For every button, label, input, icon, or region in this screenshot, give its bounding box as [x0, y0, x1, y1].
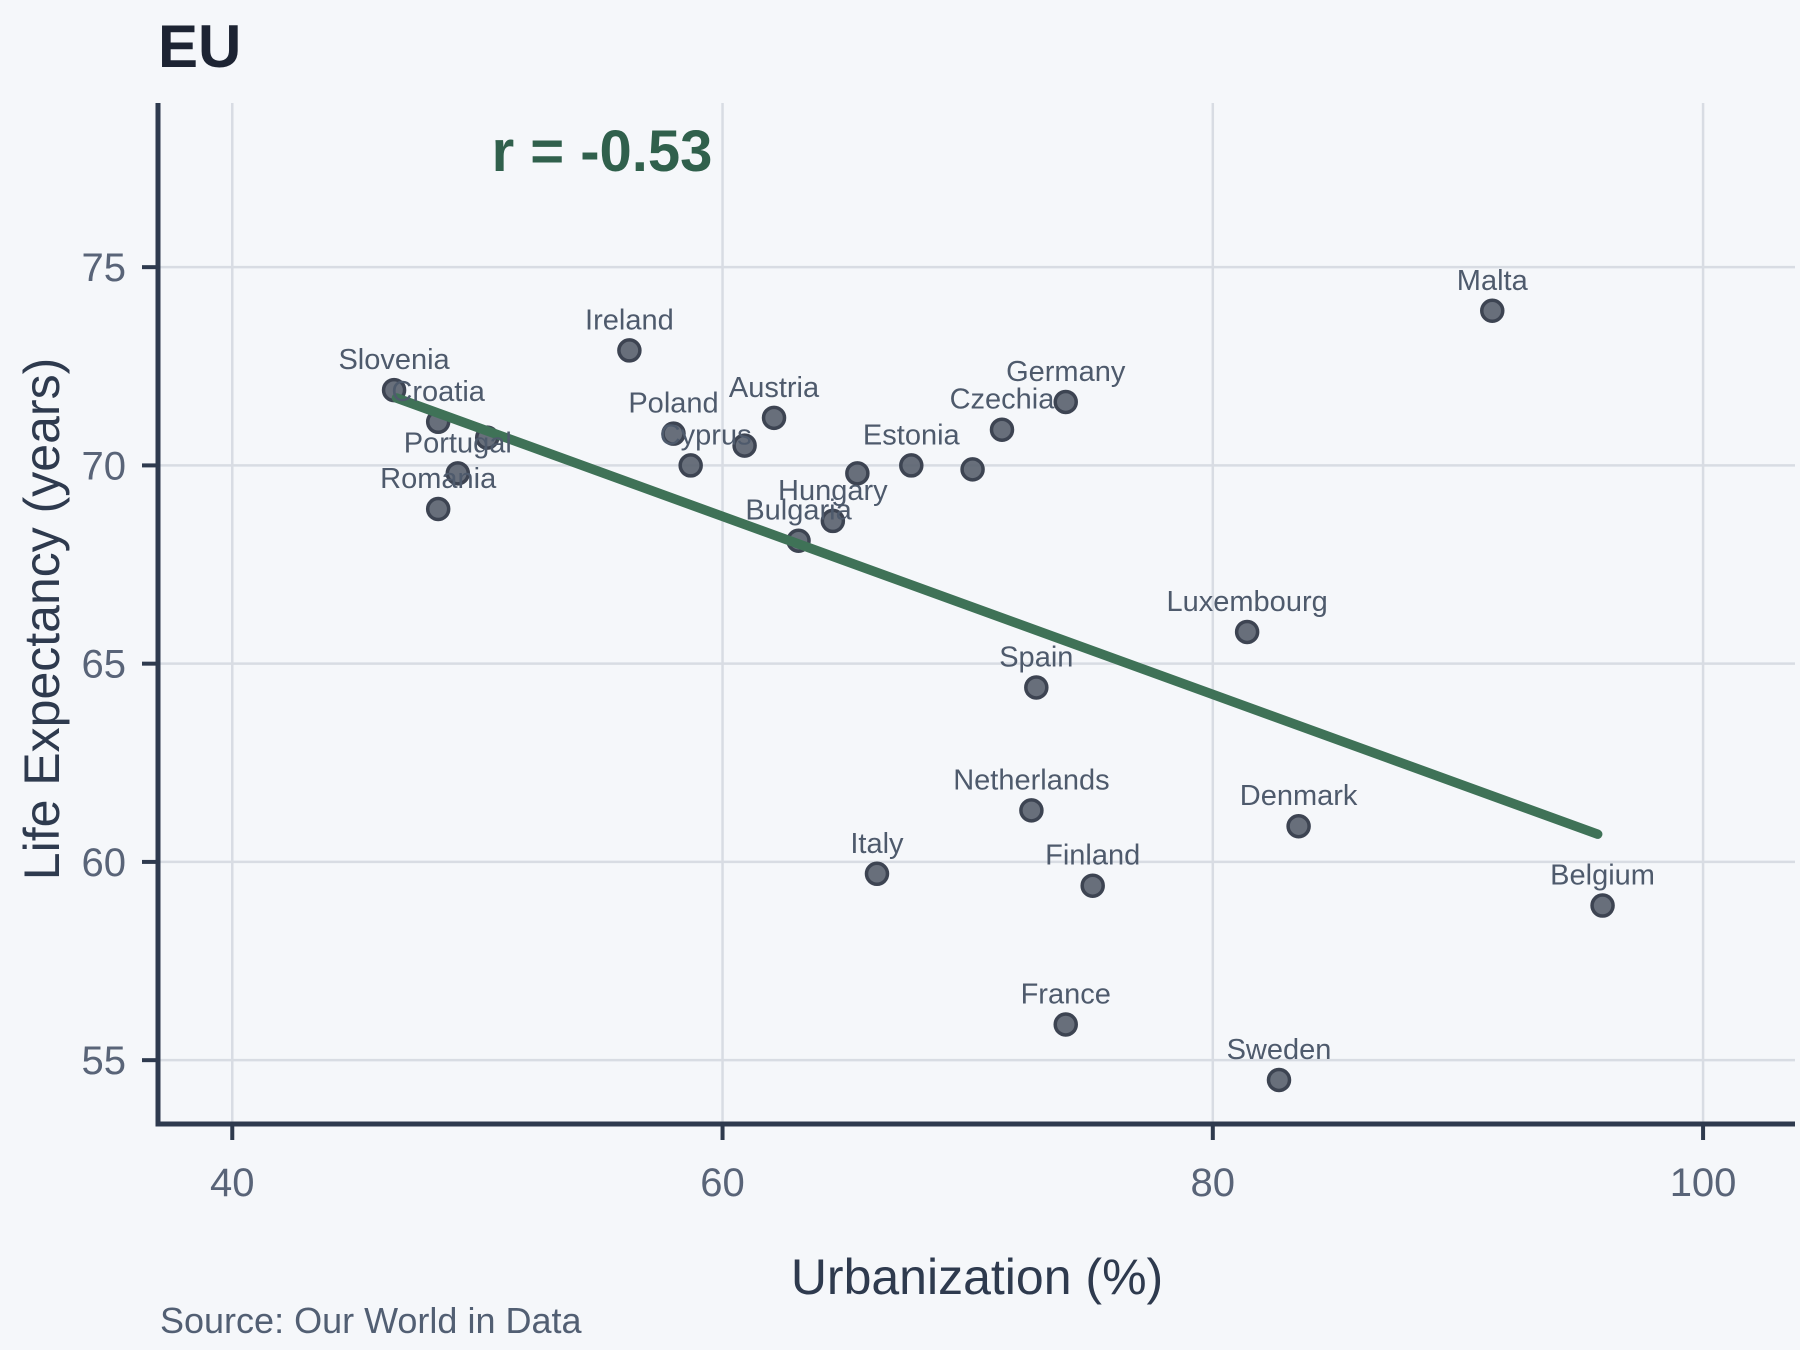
- country-label: Estonia: [863, 419, 961, 451]
- data-point-portugal: [445, 461, 471, 486]
- country-label: Bulgaria: [745, 495, 852, 527]
- data-point-cyprus: [678, 453, 703, 478]
- y-tick-label: 75: [82, 246, 127, 290]
- data-point-spain: [1024, 675, 1049, 700]
- country-label: Slovenia: [338, 344, 450, 376]
- x-tick-label: 40: [210, 1161, 255, 1205]
- y-tick-label: 70: [82, 444, 127, 488]
- data-point: [960, 457, 985, 482]
- country-label: Poland: [628, 388, 718, 420]
- country-label: Austria: [729, 372, 820, 404]
- data-point-estonia: [899, 453, 924, 478]
- x-tick-label: 60: [700, 1161, 745, 1205]
- data-point-czechia: [989, 417, 1015, 442]
- data-point: [732, 433, 757, 458]
- y-tick-label: 60: [82, 841, 127, 885]
- x-axis-title: Urbanization (%): [790, 1249, 1164, 1305]
- x-tick-label: 100: [1670, 1161, 1737, 1205]
- data-point-italy: [864, 861, 890, 887]
- country-label: Czechia: [950, 384, 1056, 416]
- country-label: Malta: [1457, 265, 1529, 297]
- y-tick-label: 65: [82, 643, 127, 687]
- country-label: Ireland: [585, 304, 674, 336]
- data-point: [845, 461, 870, 486]
- country-label: Denmark: [1240, 780, 1358, 812]
- chart-title: EU: [158, 13, 242, 80]
- data-point-ireland: [617, 338, 642, 363]
- country-label: Portugal: [404, 427, 512, 459]
- country-label: Belgium: [1550, 860, 1655, 892]
- country-label: Hungary: [778, 475, 888, 507]
- data-point-belgium: [1590, 893, 1615, 918]
- country-label: Sweden: [1227, 1034, 1332, 1066]
- country-label: Finland: [1045, 840, 1140, 872]
- data-point-germany: [1053, 389, 1078, 415]
- country-label: Luxembourg: [1167, 586, 1328, 618]
- correlation-annotation: r = -0.53: [491, 119, 713, 184]
- country-label: Germany: [1006, 356, 1126, 388]
- country-label: Cyprus: [660, 419, 752, 451]
- country-label: Netherlands: [953, 764, 1109, 796]
- data-point-france: [1053, 1012, 1078, 1037]
- x-tick-label: 80: [1191, 1161, 1236, 1205]
- y-axis-title: Life Expectancy (years): [14, 357, 70, 881]
- data-point-romania: [425, 496, 451, 522]
- data-point-malta: [1480, 298, 1505, 324]
- data-point-netherlands: [1019, 798, 1044, 823]
- data-point-hungary: [820, 508, 846, 534]
- data-point-poland: [661, 421, 686, 446]
- country-label: Spain: [999, 641, 1073, 673]
- y-tick-label: 55: [82, 1039, 127, 1083]
- country-label: Italy: [850, 828, 904, 860]
- data-point-austria: [761, 405, 787, 431]
- country-label: France: [1021, 978, 1111, 1010]
- data-point-denmark: [1286, 813, 1311, 839]
- country-label: Croatia: [391, 376, 485, 408]
- data-point-luxembourg: [1234, 619, 1260, 645]
- trend-line: [391, 393, 1603, 839]
- source-note: Source: Our World in Data: [160, 1300, 582, 1341]
- data-point-sweden: [1266, 1067, 1292, 1093]
- data-point-finland: [1080, 873, 1105, 898]
- country-label: Romania: [380, 463, 497, 495]
